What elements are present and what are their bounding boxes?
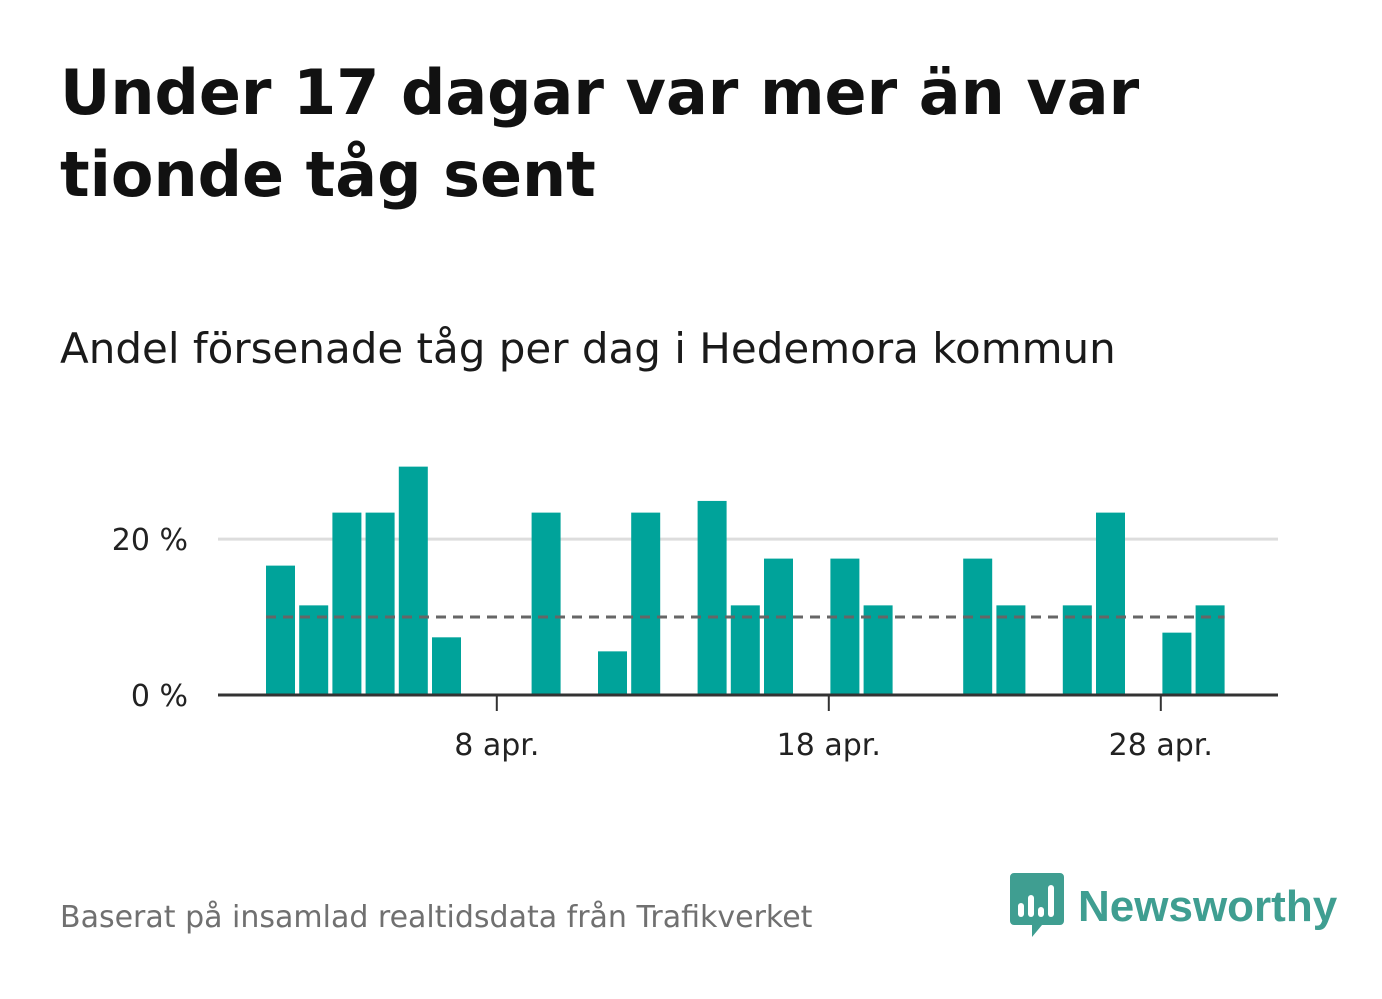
bar [398, 466, 428, 695]
bar [996, 605, 1026, 695]
bar [266, 565, 295, 695]
bar [631, 512, 661, 695]
bar [432, 637, 461, 695]
bar [365, 512, 395, 695]
bar [299, 605, 329, 695]
bar [963, 558, 993, 695]
x-tick-label: 8 apr. [454, 728, 539, 763]
chart-subtitle: Andel försenade tåg per dag i Hedemora k… [60, 324, 1116, 373]
brand-name: Newsworthy [1078, 882, 1338, 931]
bar [1195, 605, 1225, 695]
bar [1062, 605, 1092, 695]
bar [830, 558, 860, 695]
bar [697, 500, 727, 695]
bar [730, 605, 760, 695]
x-tick-label: 18 apr. [777, 728, 881, 763]
bar [332, 512, 362, 695]
bar [863, 605, 893, 695]
y-tick-label: 20 % [112, 523, 188, 558]
x-tick-label: 28 apr. [1109, 728, 1213, 763]
newsworthy-logo-icon [1010, 873, 1064, 937]
bar [531, 512, 561, 695]
bar [598, 651, 627, 695]
y-tick-label: 0 % [131, 679, 188, 714]
bar-chart: 0 % 20 % 8 apr. 18 apr. 28 apr. [112, 466, 1278, 763]
chart-title: Under 17 dagar var mer än var tionde tåg… [60, 56, 1140, 211]
brand-logo[interactable]: Newsworthy [1010, 872, 1337, 942]
bar [1162, 632, 1192, 695]
source-note: Baserat på insamlad realtidsdata från Tr… [60, 900, 813, 935]
bar [1096, 512, 1125, 695]
bar [764, 558, 793, 695]
